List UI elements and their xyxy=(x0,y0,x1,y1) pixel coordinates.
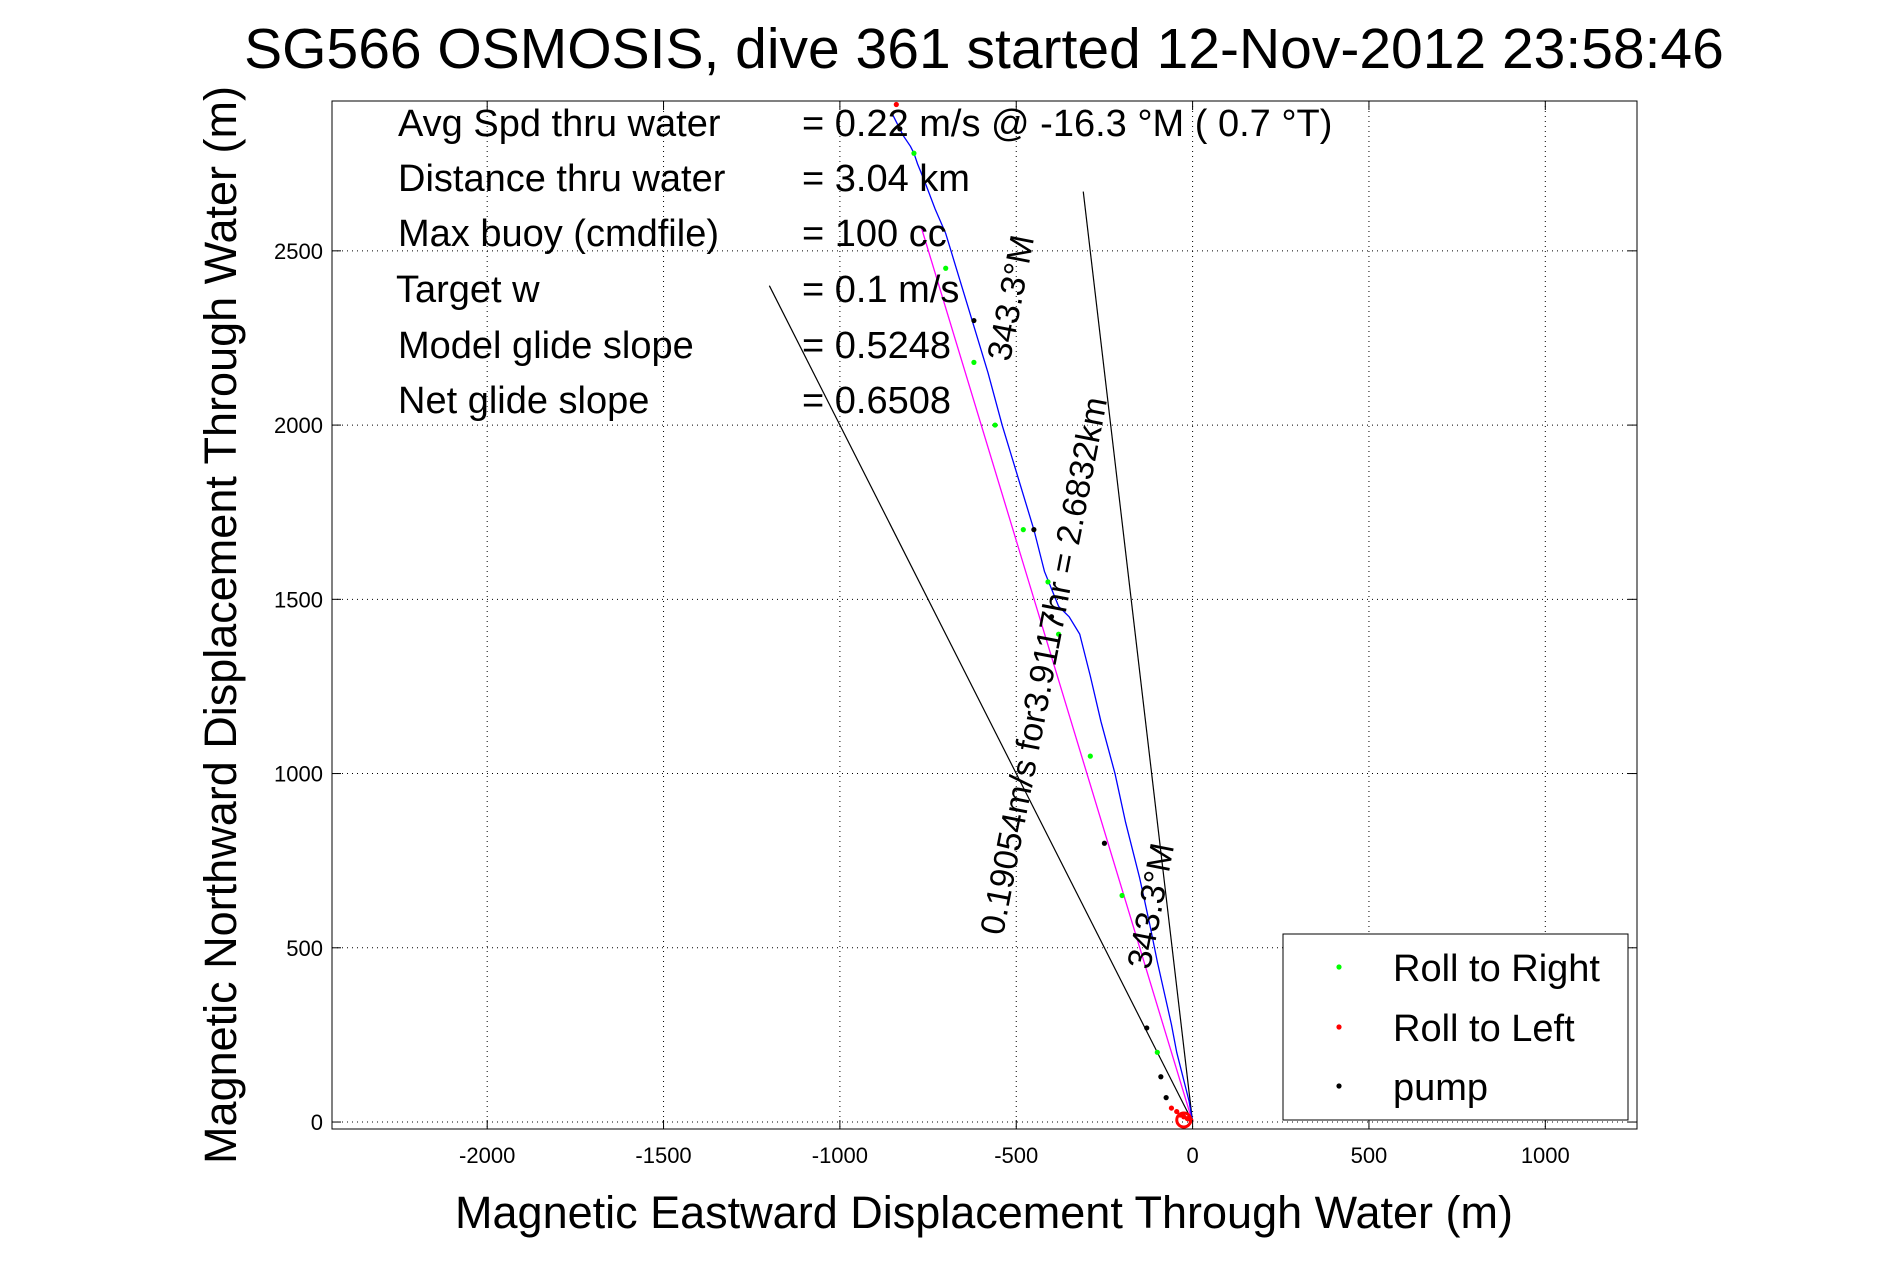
legend-label-pump: pump xyxy=(1393,1067,1488,1109)
x-tick-label: 0 xyxy=(1186,1143,1198,1168)
info-label: Target w xyxy=(396,269,540,311)
info-value: = 0.1 m/s xyxy=(802,269,959,311)
start-marker xyxy=(1175,1111,1193,1129)
x-tick-label: 500 xyxy=(1351,1143,1388,1168)
point-roll-to-right xyxy=(911,150,917,156)
legend-marker-roll-to-left xyxy=(1336,1024,1342,1030)
info-label: Avg Spd thru water xyxy=(398,103,721,145)
guide-line xyxy=(1082,191,1194,1123)
legend-label-roll-to-right: Roll to Right xyxy=(1393,948,1600,990)
info-value: = 100 cc xyxy=(802,213,947,255)
y-tick-label: 1000 xyxy=(274,762,323,787)
guide-lines xyxy=(768,191,1194,1123)
chart-title: SG566 OSMOSIS, dive 361 started 12-Nov-2… xyxy=(244,17,1724,81)
point-roll-to-right xyxy=(1087,753,1093,759)
point-roll-to-right xyxy=(1154,1049,1160,1055)
point-roll-to-right xyxy=(1055,631,1062,637)
point-roll-to-right xyxy=(1045,579,1051,585)
info-label: Max buoy (cmdfile) xyxy=(398,213,719,255)
guide-line xyxy=(768,285,1194,1123)
axis-ticks: -2000 -1500 -1000 -500 0 500 1000 0 500 1000 1500 2… xyxy=(274,101,1637,1168)
legend-label-roll-to-left: Roll to Left xyxy=(1393,1008,1575,1050)
legend: Roll to Right Roll to Left pump xyxy=(1282,933,1629,1121)
point-pump xyxy=(1101,840,1108,846)
point-pump xyxy=(1158,1074,1164,1080)
point-roll-to-left xyxy=(1174,1108,1180,1115)
info-block: Avg Spd thru water = 0.22 m/s @ -16.3 °M … xyxy=(396,103,1332,422)
x-tick-label: -500 xyxy=(994,1143,1038,1168)
y-axis-title: Magnetic Northward Displacement Through … xyxy=(195,86,246,1164)
point-roll-to-right xyxy=(1020,527,1026,533)
point-roll-to-right xyxy=(1119,892,1125,899)
y-tick-label: 500 xyxy=(286,936,323,961)
info-value: = 0.6508 xyxy=(802,380,951,422)
info-label: Model glide slope xyxy=(398,325,694,367)
y-tick-label: 2000 xyxy=(274,413,323,438)
series-group xyxy=(892,101,1194,1129)
x-tick-label: -1000 xyxy=(812,1143,868,1168)
plot-frame xyxy=(331,100,1638,1130)
x-tick-label: -1500 xyxy=(635,1143,691,1168)
x-tick-label: 1000 xyxy=(1521,1143,1570,1168)
y-tick-label: 0 xyxy=(311,1110,323,1135)
legend-marker-roll-to-right xyxy=(1336,964,1342,970)
point-roll-to-right xyxy=(943,265,949,271)
x-axis-title: Magnetic Eastward Displacement Through W… xyxy=(455,1187,1513,1238)
info-label: Distance thru water xyxy=(398,158,726,200)
y-tick-label: 2500 xyxy=(274,239,323,264)
info-value: = 3.04 km xyxy=(802,158,970,200)
point-pump xyxy=(1163,1095,1169,1101)
x-tick-label: -2000 xyxy=(459,1143,515,1168)
point-pump xyxy=(971,317,977,324)
point-pump xyxy=(897,126,903,132)
point-pump xyxy=(1144,1025,1150,1031)
series-line-heading xyxy=(920,226,1194,1123)
point-roll-to-left xyxy=(893,101,899,108)
y-tick-label: 1500 xyxy=(274,587,323,612)
point-roll-to-right xyxy=(992,422,998,428)
info-label: Net glide slope xyxy=(398,380,649,422)
point-pump xyxy=(1031,527,1037,533)
series-line-track xyxy=(892,114,1194,1123)
point-roll-to-left xyxy=(1168,1105,1175,1111)
info-value: = 0.5248 xyxy=(802,325,951,367)
info-value: = 0.22 m/s @ -16.3 °M ( 0.7 °T) xyxy=(802,103,1332,145)
legend-marker-pump xyxy=(1336,1083,1342,1089)
point-roll-to-right xyxy=(971,359,977,365)
point-pump xyxy=(1048,614,1055,620)
